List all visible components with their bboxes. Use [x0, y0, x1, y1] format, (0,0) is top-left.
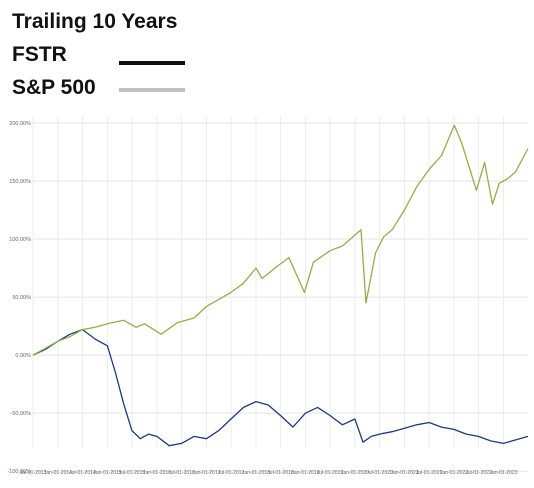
x-tick-label: Jan-01-2017	[192, 470, 220, 476]
x-tick-label: Jan-01-2021	[390, 470, 418, 476]
y-tick-label: 100.00%	[9, 237, 31, 243]
x-tick-label: Jan-01-2018	[242, 470, 270, 476]
x-tick-label: Jul-01-2014	[69, 470, 96, 476]
series-lines	[32, 124, 529, 447]
x-tick-label: Jan-01-2015	[93, 470, 121, 476]
y-tick-label: 50.00%	[12, 295, 31, 301]
legend-label-sp500: S&P 500	[12, 76, 96, 99]
x-tick-label: Jul-01-2016	[168, 470, 195, 476]
x-tick-label: Jul-01-2015	[119, 470, 146, 476]
x-axis-tick-labels: Jul-01-2013Jan-01-2014Jul-01-2014Jan-01-…	[20, 470, 518, 476]
x-tick-label: Jan-01-2023	[489, 470, 517, 476]
x-tick-label: Jul-01-2022	[465, 470, 492, 476]
legend-swatch-sp500	[119, 88, 185, 92]
series-line-fstr	[32, 328, 529, 447]
x-tick-label: Jul-01-2018	[267, 470, 294, 476]
legend-label-fstr: FSTR	[12, 43, 67, 66]
x-tick-label: Jul-01-2021	[416, 470, 443, 476]
x-tick-label: Jan-01-2022	[440, 470, 468, 476]
series-line-sp500	[32, 124, 529, 356]
x-tick-label: Jul-01-2017	[218, 470, 245, 476]
x-tick-label: Jul-01-2020	[366, 470, 393, 476]
chart-title: Trailing 10 Years	[12, 10, 178, 33]
y-tick-label: 200.00%	[9, 121, 31, 127]
y-tick-label: -50.00%	[11, 411, 32, 417]
y-tick-label: -100.00%	[7, 469, 31, 475]
gridlines	[32, 116, 528, 472]
x-tick-label: Jan-01-2020	[341, 470, 369, 476]
x-tick-label: Jan-01-2016	[143, 470, 171, 476]
x-tick-label: Jul-01-2019	[317, 470, 344, 476]
x-tick-label: Jul-01-2013	[20, 470, 47, 476]
y-tick-label: 0.00%	[15, 353, 31, 359]
x-tick-label: Jan-01-2019	[291, 470, 319, 476]
legend-swatch-fstr	[119, 61, 185, 65]
y-axis-tick-labels: 200.00% 150.00% 100.00% 50.00% 0.00% -50.00% -…	[7, 121, 31, 475]
x-tick-label: Jan-01-2014	[44, 470, 72, 476]
y-tick-label: 150.00%	[9, 179, 31, 185]
